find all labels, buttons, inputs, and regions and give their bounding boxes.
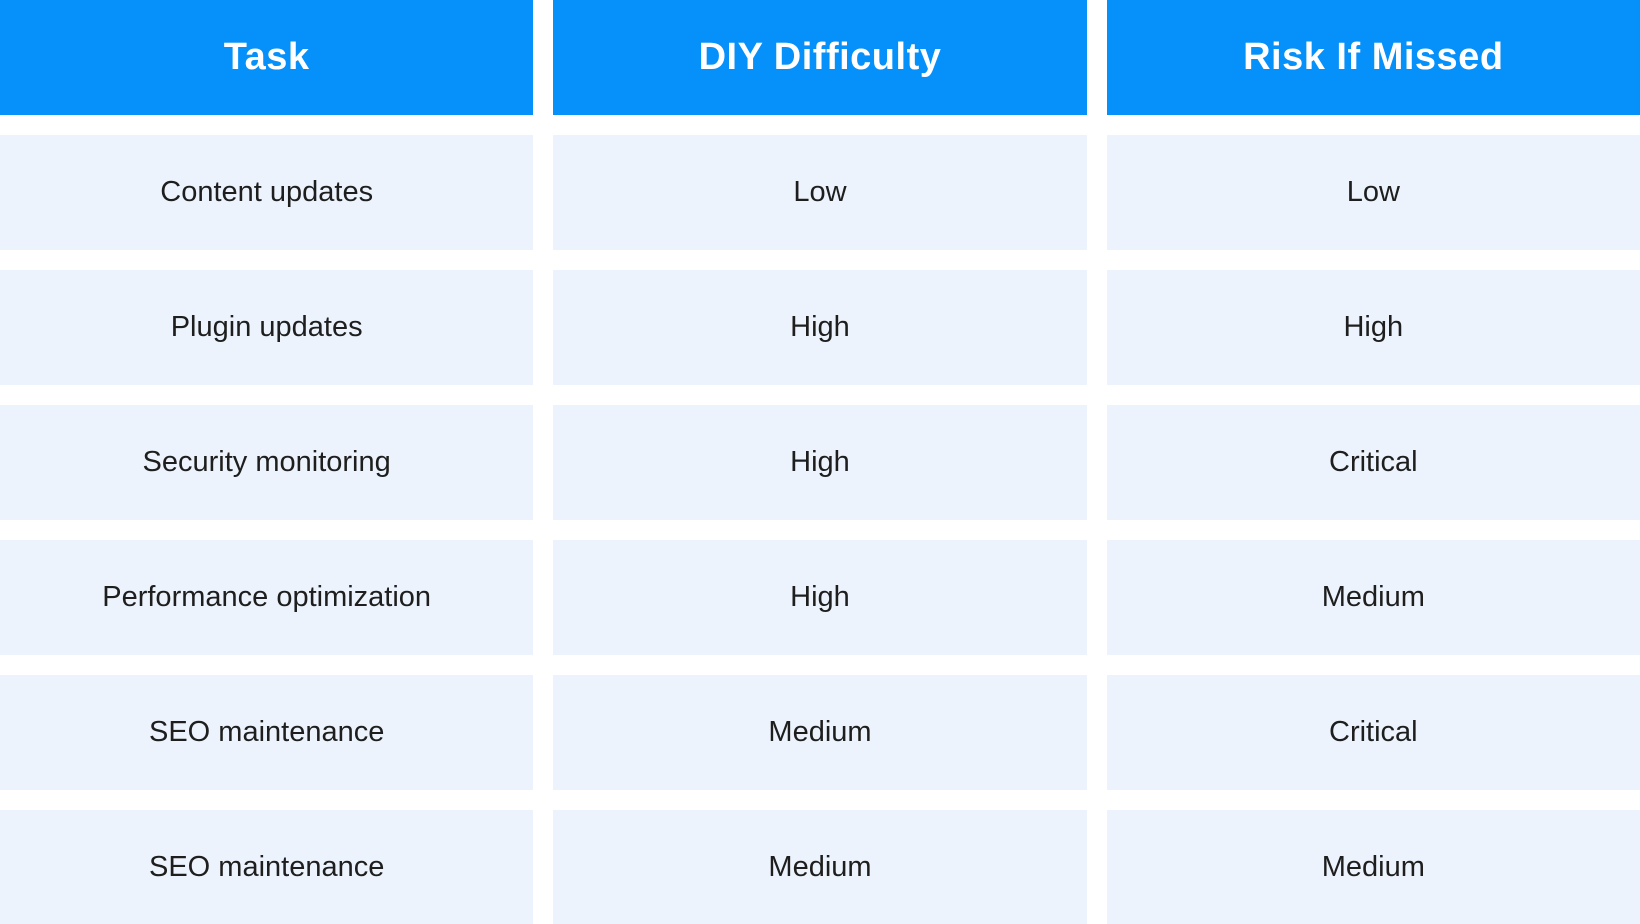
risk-cell: Critical — [1106, 675, 1640, 790]
task-cell: Performance optimization — [0, 540, 534, 655]
column-header-risk-if-missed: Risk If Missed — [1106, 0, 1640, 115]
risk-cell: Critical — [1106, 405, 1640, 520]
risk-cell: High — [1106, 270, 1640, 385]
column-header-diy-difficulty: DIY Difficulty — [553, 0, 1087, 115]
task-cell: Security monitoring — [0, 405, 534, 520]
risk-cell: Low — [1106, 135, 1640, 250]
task-cell: Plugin updates — [0, 270, 534, 385]
task-cell: SEO maintenance — [0, 810, 534, 924]
difficulty-cell: High — [553, 405, 1087, 520]
difficulty-cell: Medium — [553, 810, 1087, 924]
risk-cell: Medium — [1106, 540, 1640, 655]
task-cell: Content updates — [0, 135, 534, 250]
difficulty-cell: Medium — [553, 675, 1087, 790]
difficulty-cell: Low — [553, 135, 1087, 250]
risk-cell: Medium — [1106, 810, 1640, 924]
difficulty-cell: High — [553, 270, 1087, 385]
column-header-task: Task — [0, 0, 534, 115]
task-cell: SEO maintenance — [0, 675, 534, 790]
difficulty-cell: High — [553, 540, 1087, 655]
